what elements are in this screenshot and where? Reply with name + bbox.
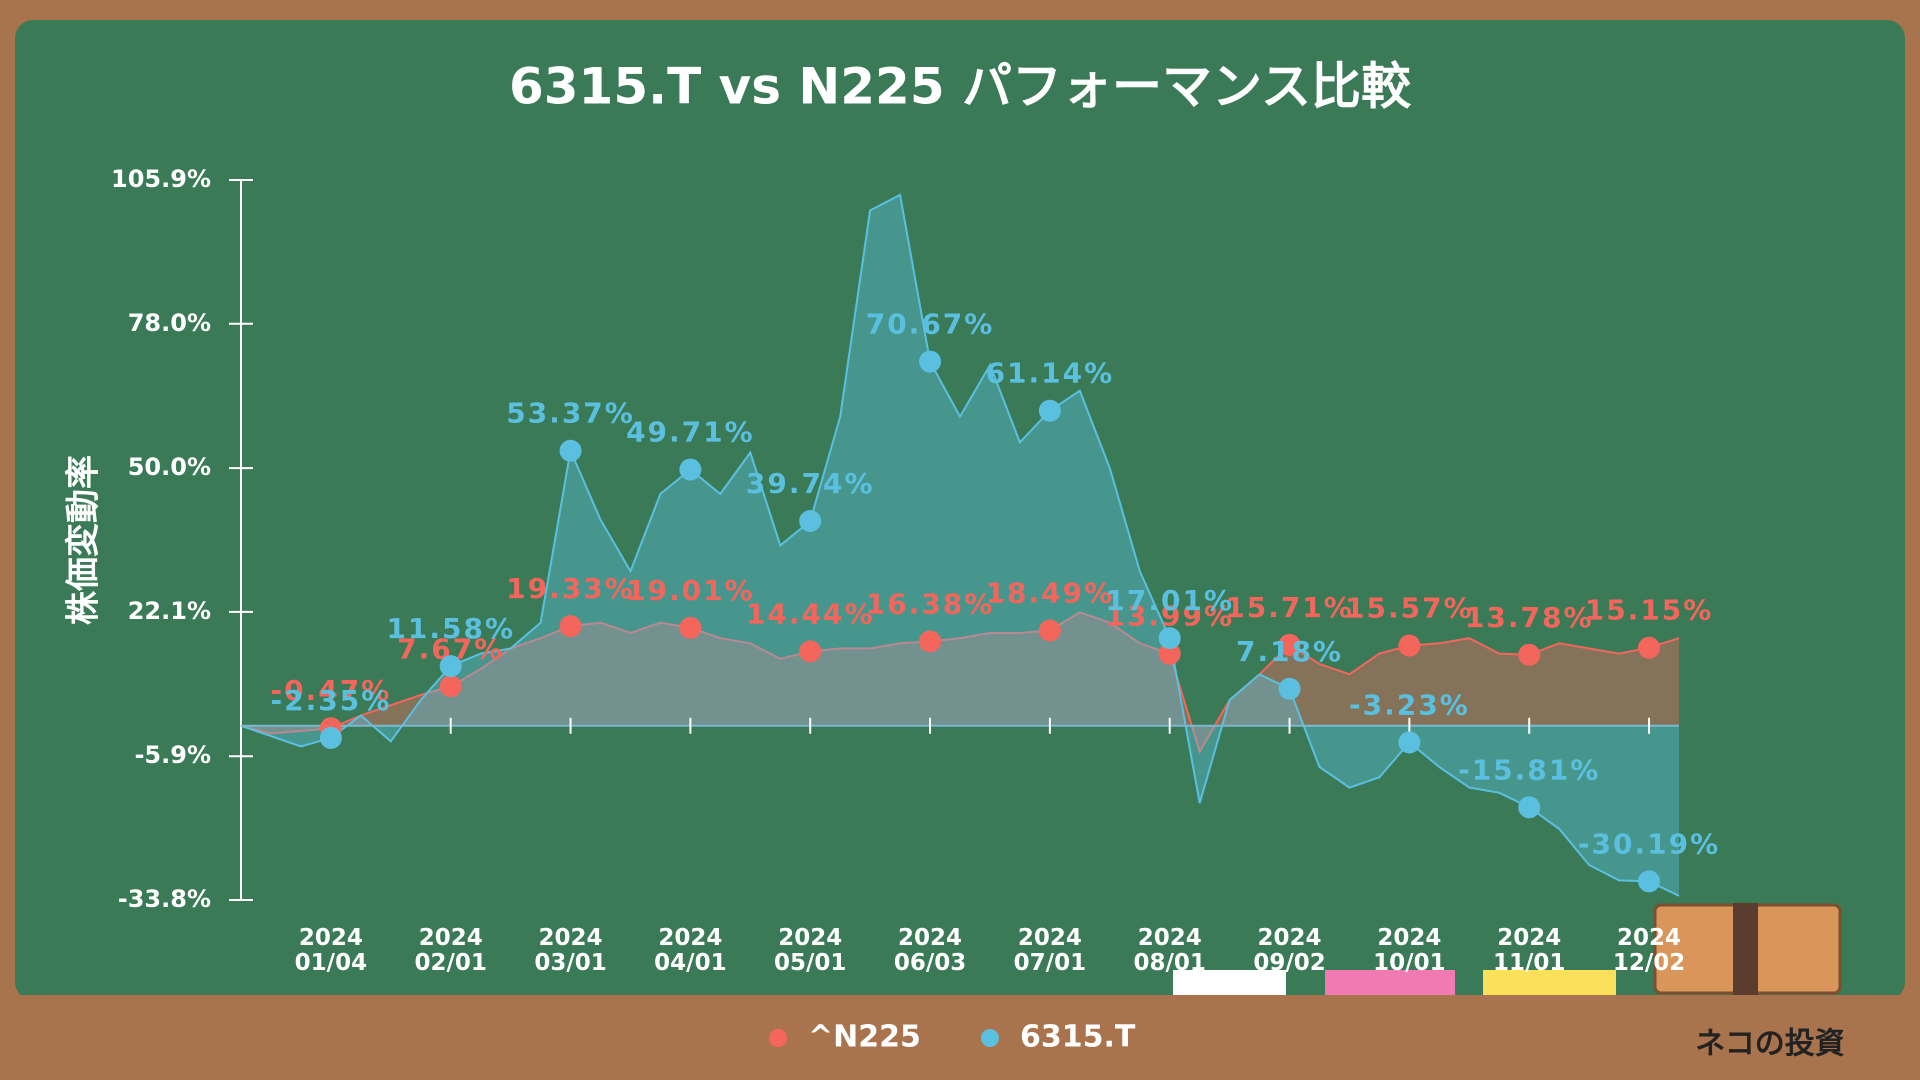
board [15, 20, 1905, 1000]
point [1038, 619, 1061, 642]
legend-marker [769, 1029, 787, 1047]
point [1278, 677, 1301, 700]
eraser [1483, 970, 1616, 995]
data-label: -2.35% [270, 684, 391, 717]
data-label: 53.37% [506, 397, 635, 430]
data-label: -15.81% [1458, 753, 1600, 786]
x-tick-label: 2024 09/02 [1253, 925, 1326, 976]
x-tick-label: 2024 10/01 [1373, 925, 1446, 976]
book-band [1733, 903, 1758, 995]
data-label: 17.01% [1105, 584, 1234, 617]
data-label: -3.23% [1349, 688, 1470, 721]
watermark: ネコの投資 [1695, 1027, 1844, 1062]
data-label: 15.57% [1345, 592, 1474, 625]
point [1278, 633, 1301, 656]
data-label: 7.18% [1236, 635, 1343, 668]
data-label: 16.38% [866, 587, 995, 620]
x-tick-label: 2024 07/01 [1013, 925, 1087, 976]
point [319, 726, 342, 749]
x-tick-label: 2024 02/01 [414, 925, 487, 976]
data-label: 15.15% [1585, 594, 1714, 627]
data-label: 39.74% [746, 467, 875, 500]
line [240, 193, 1680, 897]
x-tick-label: 2024 08/01 [1133, 925, 1206, 976]
point [679, 458, 702, 481]
x-tick-label: 2024 12/02 [1612, 925, 1686, 976]
legend-label: 6315.T [1020, 1020, 1136, 1055]
legend-marker [981, 1029, 999, 1047]
line [240, 611, 1680, 755]
point [1158, 627, 1181, 650]
point [439, 675, 462, 698]
data-label: -0.47% [270, 674, 391, 707]
point [1638, 870, 1661, 893]
x-tick-label: 2024 03/01 [534, 925, 607, 976]
y-tick-label: 78.0% [128, 309, 211, 337]
point [559, 439, 582, 462]
y-tick-label: -5.9% [134, 741, 211, 769]
point [1518, 643, 1541, 666]
y-tick-label: 50.0% [128, 453, 211, 481]
data-label: -30.19% [1578, 827, 1720, 860]
point [1158, 642, 1181, 665]
chart-title: 6315.T vs N225 パフォーマンス比較 [509, 58, 1412, 116]
point [799, 509, 822, 532]
point [799, 640, 822, 663]
data-label: 49.71% [626, 416, 755, 449]
x-tick-label: 2024 11/01 [1492, 925, 1566, 976]
area [241, 612, 1679, 752]
data-label: 18.49% [986, 577, 1115, 610]
point [559, 615, 582, 638]
point [1638, 636, 1661, 659]
point [919, 630, 942, 653]
point [679, 616, 702, 639]
eraser [1325, 970, 1455, 995]
data-label: 15.71% [1225, 591, 1354, 624]
data-label: 13.78% [1465, 601, 1594, 634]
point [1398, 731, 1421, 754]
data-label: 11.58% [386, 612, 515, 645]
point [1038, 399, 1061, 422]
x-tick-label: 2024 05/01 [773, 925, 847, 976]
x-tick-label: 2024 01/04 [294, 925, 368, 976]
area [241, 194, 1679, 896]
point [439, 655, 462, 678]
data-label: 61.14% [986, 357, 1115, 390]
point [1518, 796, 1541, 819]
point [1398, 634, 1421, 657]
y-tick-label: 105.9% [111, 165, 211, 193]
x-tick-label: 2024 06/03 [893, 925, 967, 976]
eraser [1173, 970, 1286, 995]
x-tick-label: 2024 04/01 [654, 925, 727, 976]
legend-label: ^N225 [808, 1020, 921, 1055]
point [919, 350, 942, 373]
data-label: 19.01% [626, 574, 755, 607]
y-tick-label: -33.8% [118, 885, 211, 913]
ledge [0, 995, 1920, 1080]
data-label: 19.33% [506, 572, 635, 605]
data-label: 70.67% [866, 308, 995, 341]
y-tick-label: 22.1% [128, 597, 211, 625]
data-label: 14.44% [746, 597, 875, 630]
y-axis-title: 株価変動率 [64, 455, 104, 625]
